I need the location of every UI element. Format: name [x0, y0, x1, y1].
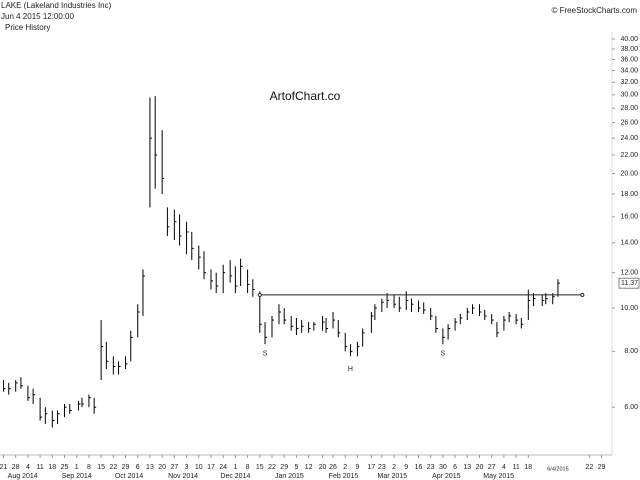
pattern-label: S [441, 351, 446, 358]
month-label: Sep 2014 [62, 473, 92, 480]
y-tick-label: 18.00 [620, 191, 638, 198]
last-price: 11.37 [621, 280, 638, 287]
x-tick-label: 22 [109, 464, 117, 471]
x-tick-label: 26 [329, 464, 337, 471]
y-tick-label: 10.00 [620, 305, 638, 312]
y-tick-label: 26.00 [620, 119, 638, 126]
month-label: Jan 2015 [275, 473, 304, 480]
watermark: ArtofChart.co [270, 89, 341, 103]
y-tick-label: 6.00 [624, 404, 638, 411]
x-tick-label: 29 [122, 464, 130, 471]
x-tick-label: 2 [343, 464, 347, 471]
month-label: May 2015 [483, 473, 514, 480]
x-tick-label: 15 [256, 464, 264, 471]
x-tick-label: 29 [598, 464, 606, 471]
y-tick-label: 28.00 [620, 105, 638, 112]
x-tick-label: 11 [512, 464, 519, 471]
x-tick-label: 2 [392, 464, 396, 471]
month-label: Nov 2014 [168, 473, 198, 480]
x-tick-label: 25 [61, 464, 69, 471]
x-tick-label: 18 [524, 464, 532, 471]
x-tick-label: 3 [185, 464, 189, 471]
x-tick-label: 17 [207, 464, 215, 471]
symbol-title: LAKE (Lakeland Industries Inc) [1, 1, 112, 10]
y-tick-label: 30.00 [620, 92, 638, 99]
panel-title: Price History [5, 23, 50, 32]
y-tick-label: 34.00 [620, 67, 638, 74]
x-tick-label: 27 [488, 464, 496, 471]
x-tick-label: 23 [378, 464, 386, 471]
month-label: Aug 2014 [8, 473, 38, 480]
month-label: Oct 2014 [115, 473, 144, 480]
x-tick-label: 20 [158, 464, 166, 471]
x-tick-label: 13 [146, 464, 154, 471]
x-tick-label: 21 [0, 464, 7, 471]
datetime: Jun 4 2015 12:00:00 [1, 12, 75, 21]
last-price-box [618, 277, 640, 289]
x-tick-label: 28 [12, 464, 20, 471]
y-tick-label: 12.00 [620, 270, 638, 277]
x-tick-label: 20 [319, 464, 327, 471]
x-tick-label: 22 [268, 464, 276, 471]
y-tick-label: 38.00 [620, 46, 638, 53]
x-tick-label: 10 [195, 464, 203, 471]
x-tick-label: 12 [305, 464, 313, 471]
x-tick-label: 8 [246, 464, 250, 471]
x-tick-label: 11 [36, 464, 43, 471]
pattern-label: H [348, 366, 353, 373]
x-tick-label: 22 [585, 464, 593, 471]
y-tick-label: 32.00 [620, 79, 638, 86]
y-tick-label: 40.00 [620, 36, 638, 43]
month-label: Mar 2015 [378, 473, 408, 480]
x-tick-label: 18 [48, 464, 56, 471]
x-tick-label: 30 [439, 464, 447, 471]
y-tick-label: 14.00 [620, 240, 638, 247]
neckline-handle [580, 292, 585, 298]
month-label: Apr 2015 [432, 473, 461, 480]
y-tick-label: 16.00 [620, 214, 638, 221]
x-tick-label: 27 [170, 464, 178, 471]
x-tick-label: 6 [136, 464, 140, 471]
month-label: Dec 2014 [220, 473, 250, 480]
x-tick-label: 9 [404, 464, 408, 471]
x-tick-label: 29 [280, 464, 288, 471]
pattern-label: S [263, 351, 268, 358]
current-date-label: 6/4/2015 [547, 466, 568, 472]
y-tick-label: 36.00 [620, 56, 638, 63]
x-tick-label: 16 [415, 464, 423, 471]
y-tick-label: 22.00 [620, 152, 638, 159]
x-tick-label: 20 [476, 464, 484, 471]
x-tick-label: 6 [453, 464, 457, 471]
x-tick-label: 4 [502, 464, 506, 471]
x-tick-label: 15 [97, 464, 105, 471]
neckline-handle [257, 292, 262, 298]
x-tick-label: 23 [427, 464, 435, 471]
x-tick-label: 13 [463, 464, 471, 471]
x-tick-label: 24 [219, 464, 227, 471]
x-tick-label: 9 [355, 464, 359, 471]
x-tick-label: 1 [233, 464, 237, 471]
source: © FreeStockCharts.com [552, 6, 638, 15]
x-tick-label: 1 [75, 464, 79, 471]
month-label: Feb 2015 [329, 473, 359, 480]
x-tick-label: 5 [294, 464, 298, 471]
y-tick-label: 24.00 [620, 135, 638, 142]
x-tick-label: 8 [87, 464, 91, 471]
y-tick-label: 20.00 [620, 170, 638, 177]
x-tick-label: 4 [26, 464, 30, 471]
y-tick-label: 8.00 [624, 348, 638, 355]
x-tick-label: 17 [367, 464, 375, 471]
